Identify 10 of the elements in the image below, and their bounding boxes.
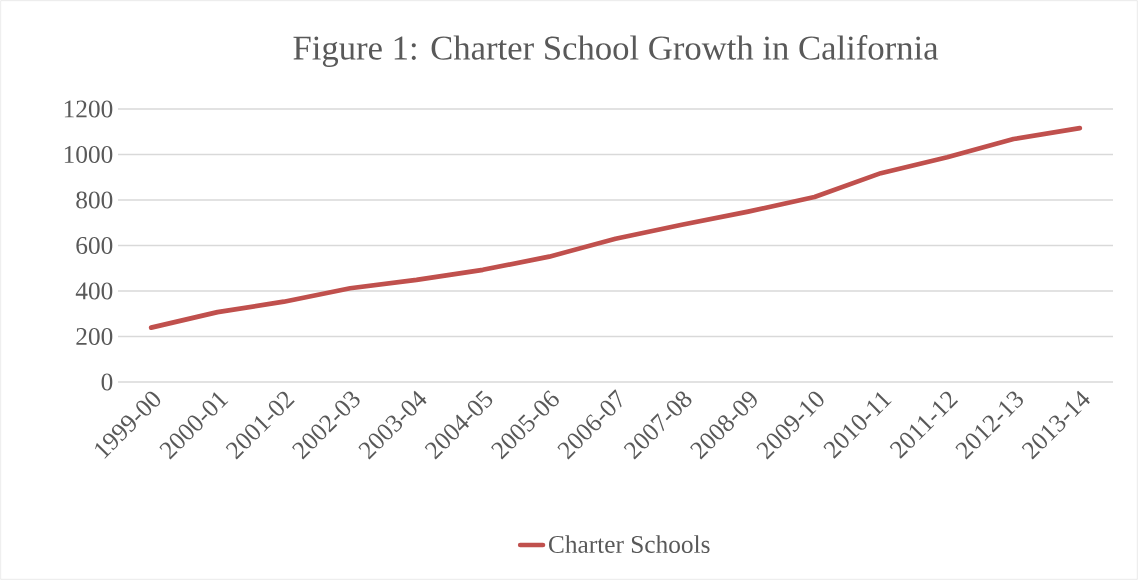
chart-title: Figure 1: Charter School Growth in California [293, 35, 939, 67]
y-tick-label: 1200 [64, 100, 113, 118]
y-tick-label: 600 [76, 236, 113, 255]
y-tick-label: 200 [76, 327, 113, 346]
y-tick-label: 1000 [64, 145, 113, 164]
y-tick-label: 800 [76, 191, 113, 209]
line-series [148, 125, 1083, 330]
legend-label: Charter Schools [549, 535, 710, 554]
y-tick-label: 400 [75, 282, 113, 300]
y-tick-label: 0 [101, 373, 113, 391]
